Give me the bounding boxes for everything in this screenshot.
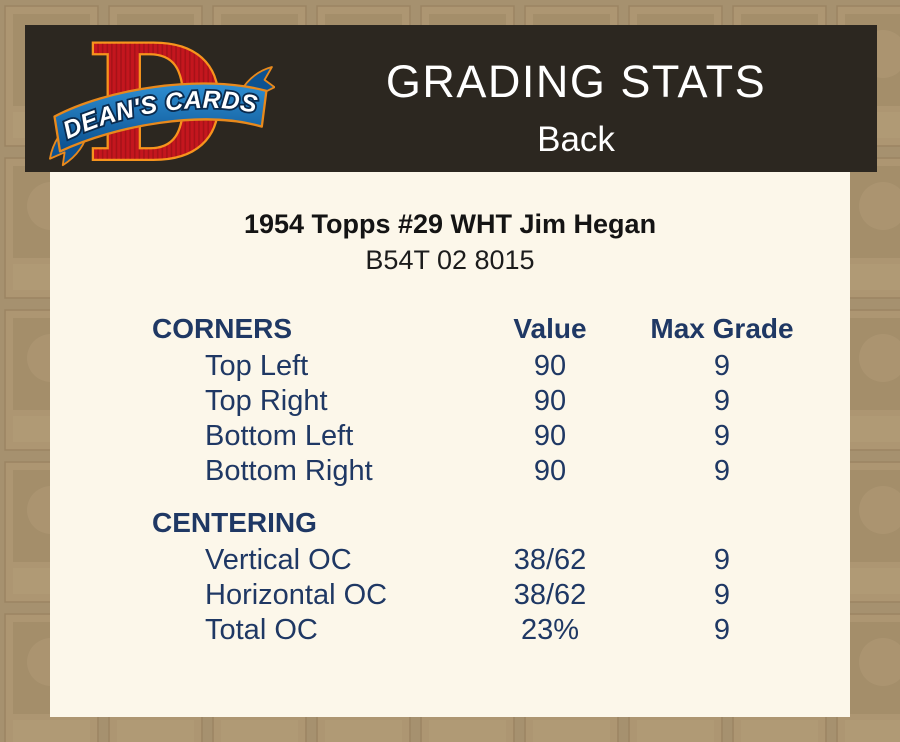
row-label: Vertical OC (205, 544, 352, 576)
row-label: Top Left (205, 350, 309, 382)
row-label: Horizontal OC (205, 579, 388, 611)
table-row: Top Left 90 9 (50, 349, 850, 384)
table-row: Bottom Right 90 9 (50, 454, 850, 489)
row-label: Total OC (205, 614, 318, 646)
back-side-link[interactable]: Back (537, 120, 615, 159)
column-header-grade-spacer (648, 505, 796, 540)
section-title-centering: CENTERING (152, 507, 317, 538)
section-title-corners: CORNERS (152, 313, 293, 344)
row-max-grade: 9 (713, 350, 731, 382)
row-value: 90 (533, 385, 567, 417)
table-row: Vertical OC 38/62 9 (50, 543, 850, 578)
row-value: 23% (520, 614, 580, 646)
row-value: 38/62 (513, 544, 587, 576)
table-row: Total OC 23% 9 (50, 613, 850, 648)
row-max-grade: 9 (713, 544, 731, 576)
column-header-value: Value (513, 313, 587, 344)
row-value: 90 (533, 420, 567, 452)
deans-cards-logo[interactable]: D D DEAN'S CARDS (45, 34, 275, 167)
row-label: Bottom Right (205, 455, 373, 487)
table-row: Horizontal OC 38/62 9 (50, 578, 850, 613)
row-label: Bottom Left (205, 420, 354, 452)
table-row: Bottom Left 90 9 (50, 419, 850, 454)
row-value: 90 (533, 350, 567, 382)
logo-ribbon-banner (53, 82, 268, 153)
table-row: Top Right 90 9 (50, 384, 850, 419)
header-bar: D D DEAN'S CARDS GRADING STATS Back (25, 25, 877, 172)
row-max-grade: 9 (713, 455, 731, 487)
row-value: 38/62 (513, 579, 587, 611)
grading-panel: 1954 Topps #29 WHT Jim Hegan B54T 02 801… (50, 172, 850, 717)
row-max-grade: 9 (713, 385, 731, 417)
card-title: 1954 Topps #29 WHT Jim Hegan (243, 209, 657, 239)
row-label: Top Right (205, 385, 328, 417)
column-header-max-grade: Max Grade (650, 313, 794, 344)
page-title: GRADING STATS (385, 56, 767, 107)
table-section-header-centering: CENTERING (50, 505, 850, 540)
table-section-header-corners: CORNERS Value Max Grade (50, 311, 850, 346)
row-max-grade: 9 (713, 420, 731, 452)
header-titles: GRADING STATS Back (275, 25, 877, 161)
card-serial-code: B54T 02 8015 (365, 245, 535, 275)
row-max-grade: 9 (713, 579, 731, 611)
row-max-grade: 9 (713, 614, 731, 646)
column-header-value-spacer (452, 505, 648, 540)
row-value: 90 (533, 455, 567, 487)
grading-table: CORNERS Value Max Grade Top Left 90 9 To… (50, 311, 850, 648)
